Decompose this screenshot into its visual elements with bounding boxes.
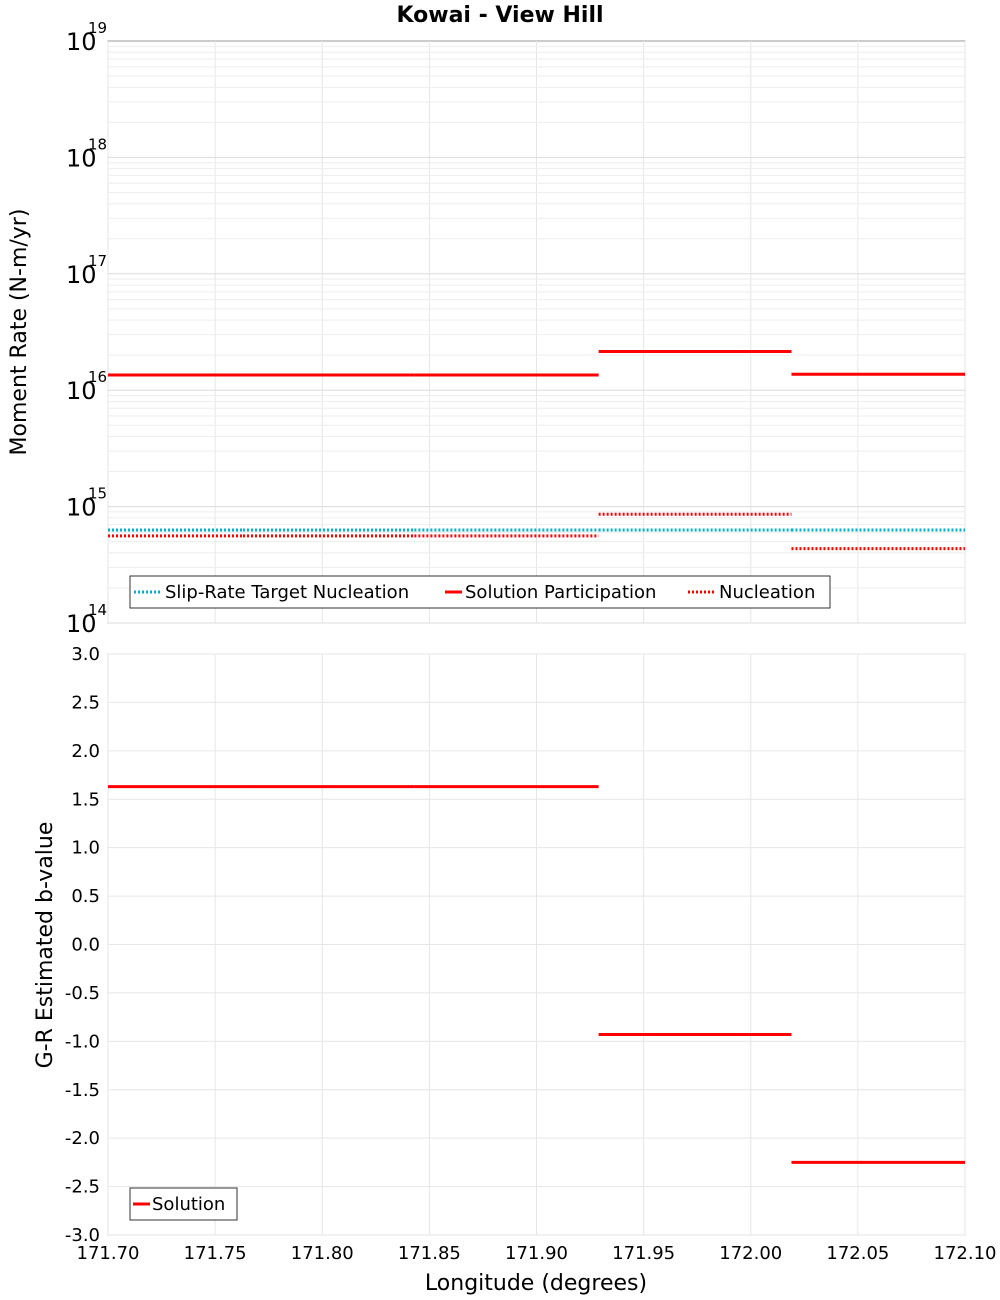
top-y-tick-base: 10 bbox=[66, 494, 97, 522]
bottom-legend: Solution bbox=[129, 1187, 238, 1221]
top-y-tick-exponent: 18 bbox=[88, 135, 107, 153]
bottom-y-tick-label: -2.0 bbox=[65, 1128, 100, 1149]
bottom-y-axis-label: G-R Estimated b-value bbox=[33, 822, 58, 1069]
top-y-tick-exponent: 16 bbox=[88, 368, 107, 386]
legend-label-nucleation: Nucleation bbox=[719, 582, 815, 603]
b-value-panel: 3.0 2.5 2.0 1.5 1.0 0.5 0.0 -0.5 -1.0 -1.5 -2.0 -2.… bbox=[33, 644, 996, 1296]
x-tick-label: 171.85 bbox=[398, 1243, 461, 1264]
bottom-grid bbox=[107, 653, 966, 1236]
legend-label-participation: Solution Participation bbox=[465, 582, 656, 603]
top-y-tick-exponent: 14 bbox=[88, 601, 107, 619]
bottom-y-tick-label: 0.5 bbox=[71, 886, 100, 907]
bottom-y-tick-label: -1.5 bbox=[65, 1080, 100, 1101]
x-tick-label: 172.00 bbox=[719, 1243, 782, 1264]
bottom-y-tick-label: -1.0 bbox=[65, 1031, 100, 1052]
top-y-axis-label: Moment Rate (N-m/yr) bbox=[7, 209, 32, 456]
x-tick-label: 172.10 bbox=[934, 1243, 997, 1264]
top-y-tick-base: 10 bbox=[66, 377, 97, 405]
bottom-y-tick-label: 3.0 bbox=[71, 644, 100, 665]
top-y-tick-exponent: 19 bbox=[88, 19, 107, 37]
top-y-tick-base: 10 bbox=[66, 28, 97, 56]
top-y-tick-base: 10 bbox=[66, 261, 97, 289]
bottom-y-tick-label: 0.0 bbox=[71, 935, 100, 956]
top-y-tick-exponent: 15 bbox=[88, 485, 107, 503]
bottom-y-tick-label: 1.5 bbox=[71, 789, 100, 810]
x-tick-label: 171.70 bbox=[77, 1243, 140, 1264]
x-axis-label: Longitude (degrees) bbox=[425, 1271, 647, 1296]
bottom-y-tick-label: -3.0 bbox=[65, 1225, 100, 1246]
x-tick-label: 172.05 bbox=[826, 1243, 889, 1264]
bottom-y-tick-label: 2.5 bbox=[71, 692, 100, 713]
top-series bbox=[108, 350, 965, 551]
top-y-tick-base: 10 bbox=[66, 144, 97, 172]
top-legend: Slip-Rate Target Nucleation Solution Par… bbox=[129, 575, 831, 609]
bottom-y-tick-label: 2.0 bbox=[71, 741, 100, 762]
bottom-x-ticks: 171.70 171.75 171.80 171.85 171.90 171.95 172.… bbox=[77, 1243, 997, 1264]
top-grid bbox=[107, 41, 966, 624]
legend-label-slip-rate: Slip-Rate Target Nucleation bbox=[165, 582, 409, 603]
x-tick-label: 171.80 bbox=[291, 1243, 354, 1264]
bottom-y-ticks: 3.0 2.5 2.0 1.5 1.0 0.5 0.0 -0.5 -1.0 -1.5 -2.0 -2.… bbox=[65, 644, 100, 1246]
top-y-tick-exponent: 17 bbox=[88, 252, 107, 270]
bottom-series bbox=[108, 785, 965, 1164]
x-tick-label: 171.90 bbox=[505, 1243, 568, 1264]
x-tick-label: 171.75 bbox=[184, 1243, 247, 1264]
legend-label-solution: Solution bbox=[152, 1194, 225, 1215]
top-y-tick-base: 10 bbox=[66, 610, 97, 638]
bottom-y-tick-label: -0.5 bbox=[65, 983, 100, 1004]
chart-title: Kowai - View Hill bbox=[396, 3, 603, 28]
bottom-y-tick-label: 1.0 bbox=[71, 838, 100, 859]
bottom-y-tick-label: -2.5 bbox=[65, 1177, 100, 1198]
x-tick-label: 171.95 bbox=[612, 1243, 675, 1264]
